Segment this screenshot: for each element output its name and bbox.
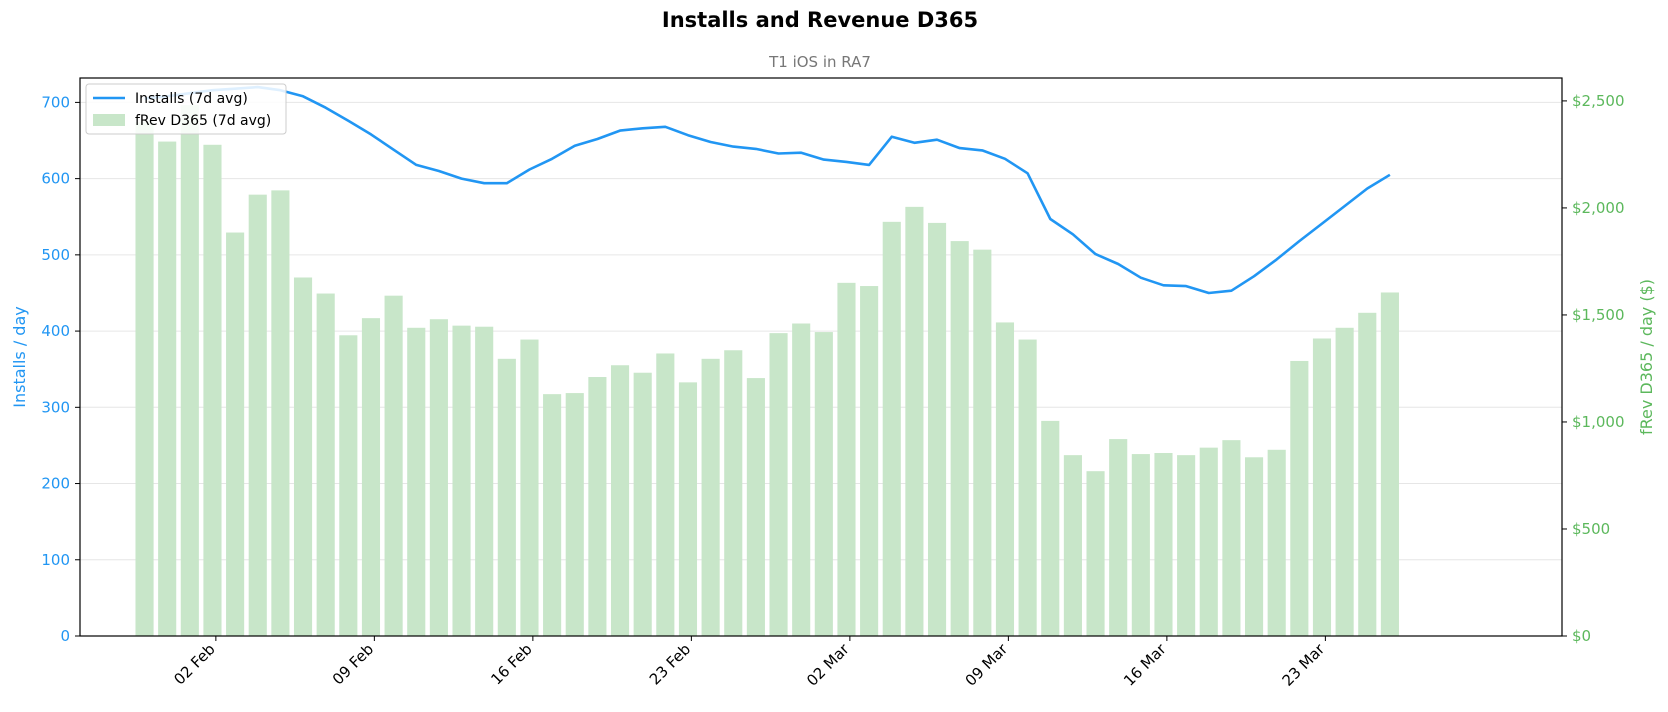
revenue-bar xyxy=(384,295,403,636)
revenue-bar xyxy=(950,241,969,636)
revenue-bar xyxy=(429,319,448,636)
revenue-bar xyxy=(656,353,675,636)
revenue-bar xyxy=(1335,327,1354,636)
revenue-bar xyxy=(860,286,879,636)
plot-frame xyxy=(79,77,1563,637)
revenue-bar xyxy=(1177,455,1196,636)
revenue-bar xyxy=(633,372,652,636)
revenue-bar xyxy=(973,249,992,637)
chart-subtitle: T1 iOS in RA7 xyxy=(768,53,871,71)
revenue-bar xyxy=(701,358,720,636)
y-left-tick-label: 600 xyxy=(41,170,70,188)
installs-line xyxy=(144,85,1391,295)
x-tick-label: 02 Mar xyxy=(803,640,853,690)
revenue-bar xyxy=(769,333,788,636)
revenue-bar xyxy=(361,318,381,636)
revenue-bar xyxy=(995,322,1015,636)
revenue-bar xyxy=(1131,454,1150,636)
x-tick-label: 09 Feb xyxy=(329,640,377,688)
chart-title: Installs and Revenue D365 xyxy=(662,8,978,32)
revenue-bar xyxy=(293,277,313,636)
x-tick-label: 23 Feb xyxy=(646,640,694,688)
revenue-bar xyxy=(610,365,630,636)
y-left-tick-label: 400 xyxy=(41,322,70,340)
revenue-bar xyxy=(543,394,562,636)
revenue-bar xyxy=(248,194,267,637)
revenue-bar xyxy=(746,378,765,636)
x-tick-label: 23 Mar xyxy=(1279,640,1329,690)
revenue-bar xyxy=(1063,455,1082,636)
y-axis-right-label: fRev D365 / day ($) xyxy=(1637,279,1656,435)
y-left-tick-label: 700 xyxy=(41,93,70,111)
revenue-bar xyxy=(1109,439,1128,636)
y-right-tick-label: $2,000 xyxy=(1572,199,1625,217)
revenue-bar xyxy=(180,105,199,636)
revenue-bar xyxy=(927,222,947,637)
y-axis-left: 0 100 200 300 400 500 600 700 xyxy=(41,93,80,645)
revenue-bar xyxy=(565,393,584,636)
y-right-tick-label: $0 xyxy=(1572,627,1591,645)
legend-label-installs: Installs (7d avg) xyxy=(135,91,248,107)
revenue-bar xyxy=(905,206,924,636)
revenue-bar xyxy=(1041,420,1060,636)
revenue-bar xyxy=(1154,452,1173,636)
revenue-bars xyxy=(135,105,1399,637)
revenue-bar xyxy=(792,323,811,636)
installs-line-group xyxy=(144,85,1391,295)
y-right-tick-label: $1,500 xyxy=(1572,306,1625,324)
revenue-bar xyxy=(135,122,154,637)
revenue-bar xyxy=(1222,440,1241,636)
revenue-bar xyxy=(158,141,177,636)
revenue-bar xyxy=(1267,449,1286,636)
revenue-bar xyxy=(452,325,471,636)
revenue-bar xyxy=(226,232,245,636)
legend-bar-swatch xyxy=(93,114,125,126)
revenue-bar xyxy=(339,335,358,636)
revenue-bar xyxy=(1358,312,1377,636)
revenue-bar xyxy=(724,350,743,636)
revenue-bar xyxy=(407,327,426,636)
revenue-bar xyxy=(837,282,856,636)
y-left-tick-label: 500 xyxy=(41,246,70,264)
revenue-bar xyxy=(475,326,494,636)
x-tick-label: 16 Feb xyxy=(487,640,535,688)
y-right-tick-label: $1,000 xyxy=(1572,413,1625,431)
revenue-bar xyxy=(1312,338,1332,636)
revenue-bar xyxy=(1199,447,1218,636)
x-axis: 02 Feb 09 Feb 16 Feb 23 Feb 02 Mar 09 Mar 16 M… xyxy=(170,636,1329,690)
revenue-bar xyxy=(1018,339,1037,636)
revenue-bar xyxy=(1380,292,1399,636)
revenue-bar xyxy=(814,332,833,636)
legend-box xyxy=(85,83,287,135)
revenue-bar xyxy=(1290,360,1309,636)
revenue-bar xyxy=(203,144,222,636)
revenue-bar xyxy=(316,293,335,636)
revenue-bar xyxy=(1086,471,1105,636)
revenue-bar xyxy=(588,377,607,636)
legend: Installs (7d avg) fRev D365 (7d avg) xyxy=(85,83,287,135)
y-axis-right: $0 $500 $1,000 $1,500 $2,000 $2,500 xyxy=(1562,92,1625,645)
y-axis-left-label: Installs / day xyxy=(10,306,29,408)
revenue-bar xyxy=(497,358,516,636)
x-tick-label: 16 Mar xyxy=(1120,640,1170,690)
y-left-tick-label: 300 xyxy=(41,398,70,416)
x-tick-label: 09 Mar xyxy=(962,640,1012,690)
revenue-bar xyxy=(1244,457,1264,636)
y-left-tick-label: 100 xyxy=(41,551,70,569)
y-right-tick-label: $500 xyxy=(1572,520,1610,538)
revenue-bar xyxy=(678,382,698,636)
revenue-bar xyxy=(520,339,539,636)
revenue-bar xyxy=(271,190,290,636)
legend-label-revenue: fRev D365 (7d avg) xyxy=(135,113,271,129)
x-tick-label: 02 Feb xyxy=(170,640,218,688)
y-right-tick-label: $2,500 xyxy=(1572,92,1625,110)
revenue-bar xyxy=(882,221,901,636)
y-left-tick-label: 200 xyxy=(41,475,70,493)
y-left-tick-label: 0 xyxy=(60,627,70,645)
